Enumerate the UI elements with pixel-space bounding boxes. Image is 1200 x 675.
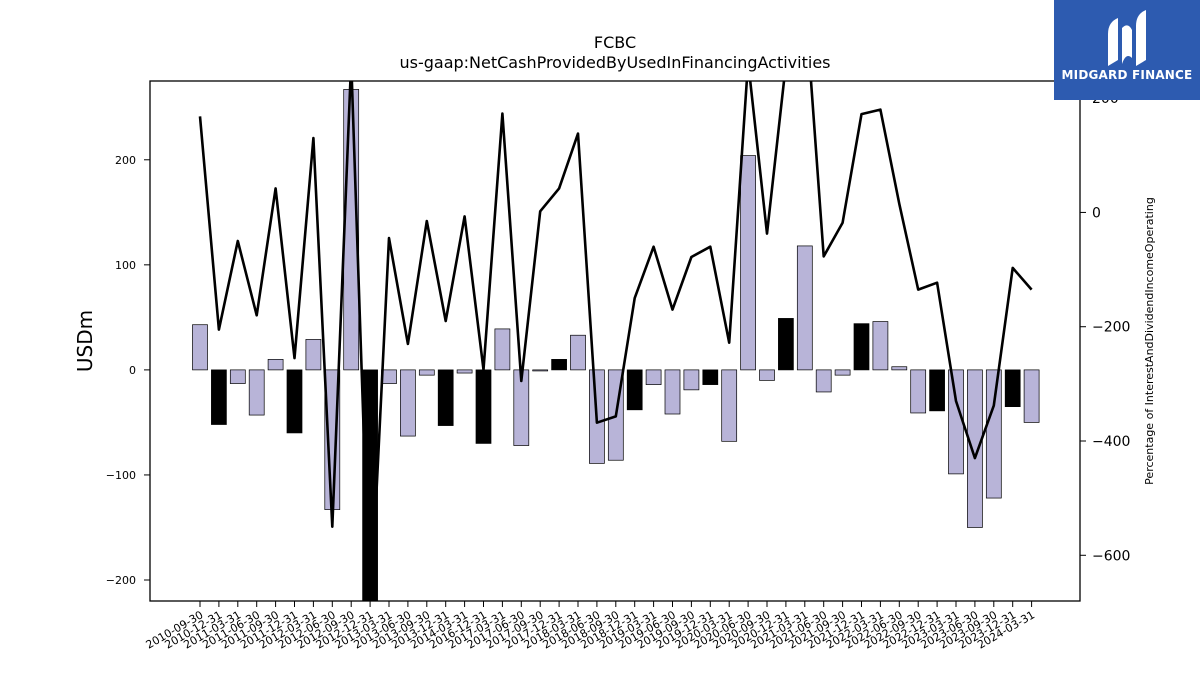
bar-2012-03-31 — [305, 339, 322, 371]
y-tick-label: 200 — [115, 154, 136, 167]
bar-2011-03-31 — [229, 369, 246, 384]
bar-2023-09-30 — [985, 369, 1002, 499]
plot-frame — [149, 80, 1081, 602]
bar-2017-03-31 — [494, 328, 511, 371]
bar-2016-12-31 — [475, 369, 492, 444]
y2-axis-label: Percentage of InterestAndDividendIncomeO… — [1143, 197, 1156, 485]
bar-2010-09-30 — [192, 324, 208, 371]
y-axis-right: −600−400−2000200 — [1080, 91, 1130, 564]
y2-tick-label: 0 — [1092, 205, 1101, 221]
y-tick-label: 100 — [115, 259, 136, 272]
bar-2019-06-30 — [664, 369, 681, 415]
bar-2019-12-31 — [702, 369, 719, 385]
bar-2013-06-30 — [400, 369, 416, 437]
bar-2022-06-30 — [891, 366, 908, 371]
y-tick-label: −100 — [106, 469, 136, 482]
chart-subtitle: us-gaap:NetCashProvidedByUsedInFinancing… — [399, 53, 830, 72]
y-axis-left: −200 −100 0 100 200 — [106, 154, 150, 587]
y-tick-label: −200 — [106, 574, 136, 587]
bar-2013-12-31 — [437, 369, 454, 426]
bar-2011-09-30 — [267, 359, 284, 371]
y2-tick-label: −400 — [1092, 434, 1130, 450]
bar-2021-12-31 — [853, 323, 870, 371]
bar-2021-03-31 — [796, 245, 813, 371]
logo-text: MIDGARD FINANCE — [1061, 68, 1193, 82]
bar-2020-09-30 — [759, 369, 775, 381]
bar-2023-03-31 — [948, 369, 964, 475]
bar-2010-12-31 — [211, 369, 227, 425]
bar-2020-03-31 — [721, 369, 738, 442]
bar-2011-06-30 — [248, 369, 265, 416]
bar-2021-09-30 — [834, 369, 851, 376]
bar-2019-03-31 — [645, 369, 662, 385]
line-layer — [198, 81, 1033, 601]
y2-tick-label: −600 — [1092, 548, 1130, 564]
bars-layer — [192, 89, 1040, 602]
bar-2023-12-31 — [1004, 369, 1021, 408]
bar-2017-12-31 — [551, 359, 567, 371]
bar-2013-03-31 — [381, 369, 397, 384]
bar-2018-12-31 — [626, 369, 643, 411]
series-line — [198, 81, 1033, 601]
y2-tick-label: −200 — [1092, 320, 1130, 336]
bar-2013-09-30 — [418, 369, 435, 376]
bar-2011-12-31 — [286, 369, 303, 434]
chart-title: FCBC — [594, 33, 636, 52]
bar-2022-03-31 — [872, 321, 889, 371]
bar-2019-09-30 — [683, 369, 700, 391]
bar-2017-09-30 — [532, 369, 549, 372]
bar-2022-09-30 — [910, 369, 927, 414]
bar-2022-12-31 — [929, 369, 945, 412]
midgard-logo-icon — [1108, 10, 1146, 66]
x-axis: 2010-09-302010-12-312011-03-312011-06-30… — [144, 601, 1037, 652]
bar-2014-03-31 — [456, 369, 473, 374]
midgard-finance-logo: MIDGARD FINANCE — [1054, 0, 1200, 100]
y-axis-label: USDm — [73, 310, 97, 372]
bar-2023-06-30 — [967, 369, 983, 528]
y-tick-label: 0 — [129, 364, 136, 377]
bar-2020-06-30 — [740, 155, 756, 371]
bar-2021-06-30 — [815, 369, 832, 393]
bar-2024-03-31 — [1023, 369, 1040, 423]
bar-2018-03-31 — [570, 334, 586, 371]
bar-2020-12-31 — [778, 318, 794, 371]
